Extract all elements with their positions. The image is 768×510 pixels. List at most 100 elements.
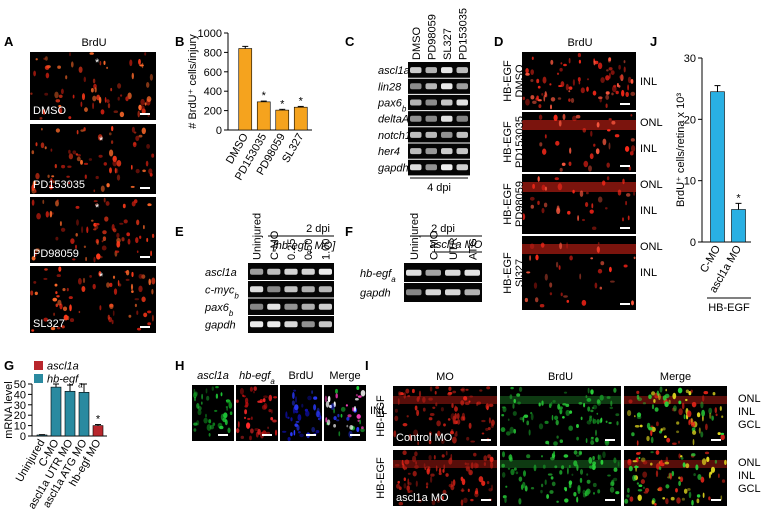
speckle: [117, 279, 120, 287]
group-label: HB-EGF: [708, 302, 750, 314]
speckle: [610, 479, 615, 486]
speckle: [602, 451, 606, 459]
speckle: [708, 407, 713, 415]
image-caption: PD98059: [33, 248, 79, 260]
speckle: [125, 269, 130, 276]
speckle: [606, 69, 609, 72]
speckle: [606, 396, 611, 399]
speckle: [639, 424, 643, 428]
speckle: [98, 271, 102, 277]
speckle: [592, 456, 595, 461]
speckle: [696, 412, 701, 418]
speckle: [297, 431, 301, 434]
speckle: [576, 423, 579, 429]
band: [318, 286, 332, 293]
speckle: [215, 393, 219, 399]
speckle: [463, 396, 468, 401]
speckle: [688, 390, 692, 396]
speckle: [249, 386, 253, 392]
layer-label: INL: [738, 470, 755, 482]
speckle: [572, 189, 575, 194]
speckle: [638, 484, 643, 487]
speckle: [610, 280, 615, 283]
speckle: [461, 487, 464, 493]
speckle: [678, 453, 681, 459]
speckle: [425, 482, 429, 486]
speckle: [65, 75, 68, 80]
speckle: [490, 419, 495, 426]
speckle: [597, 247, 600, 254]
speckle: [219, 425, 224, 430]
speckle: [35, 58, 38, 61]
speckle: [576, 496, 579, 503]
speckle: [55, 303, 59, 308]
speckle: [627, 458, 632, 466]
speckle: [501, 472, 506, 478]
speckle: [253, 386, 257, 391]
speckle: [537, 85, 541, 89]
speckle: [99, 305, 102, 311]
speckle: [114, 250, 120, 253]
speckle: [591, 203, 594, 209]
speckle: [414, 405, 418, 411]
speckle: [327, 395, 331, 403]
speckle: [633, 191, 636, 196]
speckle: [429, 476, 433, 483]
speckle: [678, 480, 681, 487]
speckle: [450, 429, 454, 432]
speckle: [428, 417, 433, 421]
speckle: [141, 62, 144, 69]
y-tick-label: 1000: [198, 28, 222, 40]
speckle: [193, 428, 197, 432]
speckle: [525, 68, 529, 74]
speckle: [606, 162, 610, 168]
speckle: [627, 487, 630, 493]
speckle: [617, 461, 620, 467]
speckle: [96, 240, 99, 246]
speckle: [294, 409, 299, 414]
speckle: [55, 128, 61, 133]
speckle: [55, 200, 59, 207]
speckle: [662, 395, 667, 401]
speckle: [270, 417, 274, 421]
band: [410, 83, 422, 90]
speckle: [512, 403, 515, 409]
speckle: [361, 426, 364, 430]
speckle: [262, 398, 266, 403]
speckle: [467, 488, 470, 493]
speckle: [138, 273, 144, 279]
y-tick-label: 20: [684, 114, 696, 126]
speckle: [95, 238, 99, 244]
speckle: [93, 189, 96, 193]
speckle: [703, 391, 709, 395]
speckle: [394, 463, 400, 467]
speckle: [665, 498, 669, 505]
speckle: [615, 491, 620, 495]
speckle: [243, 416, 247, 420]
speckle: [452, 436, 457, 444]
speckle: [592, 482, 597, 488]
speckle: [107, 314, 110, 320]
speckle: [333, 401, 336, 408]
speckle: [591, 463, 596, 471]
speckle: [553, 441, 558, 446]
speckle: [223, 412, 228, 419]
speckle: [556, 435, 559, 439]
speckle: [535, 254, 539, 261]
speckle: [452, 479, 456, 486]
speckle: [451, 480, 453, 486]
speckle: [614, 134, 620, 138]
speckle: [215, 385, 219, 389]
gene-label: gapdh: [205, 319, 236, 331]
lane-label: PD153035: [457, 8, 469, 60]
speckle: [567, 210, 571, 215]
speckle: [247, 417, 251, 421]
speckle: [133, 131, 137, 134]
speckle: [626, 193, 631, 197]
gene-label: deltaA: [378, 114, 409, 126]
speckle: [541, 93, 544, 96]
speckle: [95, 222, 100, 226]
speckle: [356, 427, 360, 432]
significance-marker: *: [96, 414, 101, 426]
channel-label: hb-egfa: [239, 370, 275, 386]
